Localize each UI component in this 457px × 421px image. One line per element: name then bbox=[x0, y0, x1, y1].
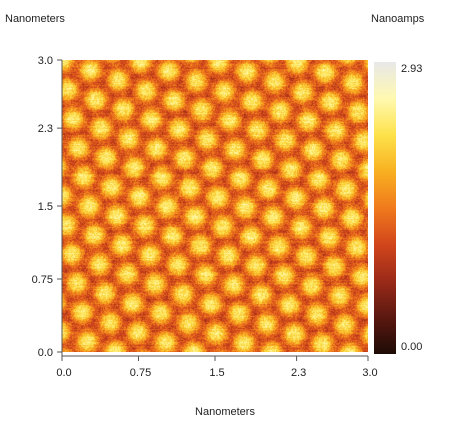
y-tick-label: 1.5 bbox=[38, 201, 53, 213]
colorbar-label: Nanoamps bbox=[371, 13, 425, 25]
y-axis-ticks: 0.0 0.75 1.5 2.3 3.0 bbox=[32, 55, 62, 359]
y-tick-label: 3.0 bbox=[38, 55, 53, 67]
x-tick-label: 1.5 bbox=[209, 367, 224, 379]
colorbar: 2.93 0.00 bbox=[374, 62, 422, 354]
x-tick-label: 0.75 bbox=[130, 367, 151, 379]
y-axis-label: Nanometers bbox=[5, 13, 65, 25]
heatmap-plot-area bbox=[62, 60, 368, 352]
x-axis-label: Nanometers bbox=[195, 406, 255, 418]
colorbar-scale bbox=[374, 62, 396, 354]
y-tick-label: 2.3 bbox=[38, 123, 53, 135]
colorbar-min-label: 0.00 bbox=[401, 341, 422, 353]
y-tick-label: 0.0 bbox=[38, 347, 53, 359]
x-axis-ticks: 0.0 0.75 1.5 2.3 3.0 bbox=[56, 356, 378, 379]
colorbar-max-label: 2.93 bbox=[401, 63, 422, 75]
heatmap-image bbox=[62, 60, 368, 352]
x-tick-label: 0.0 bbox=[56, 367, 71, 379]
y-tick-label: 0.75 bbox=[32, 274, 53, 286]
x-tick-label: 2.3 bbox=[291, 367, 306, 379]
x-tick-label: 3.0 bbox=[362, 367, 377, 379]
